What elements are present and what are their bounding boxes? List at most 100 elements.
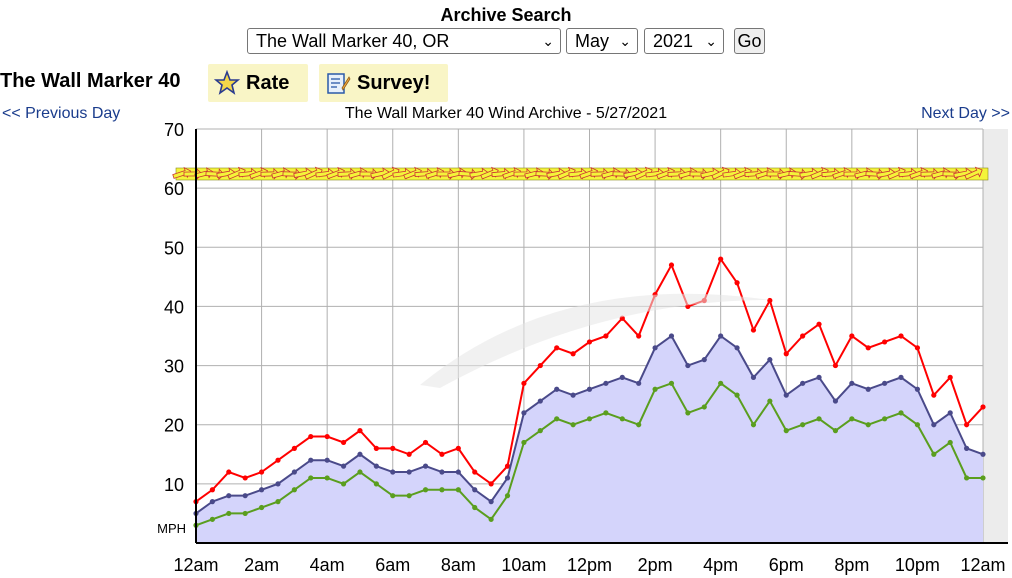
- gust-point: [668, 262, 675, 268]
- gust-point: [390, 445, 396, 451]
- average-point: [636, 380, 642, 386]
- average-point: [980, 451, 986, 457]
- lull-point: [308, 475, 314, 481]
- lull-point: [668, 380, 675, 386]
- previous-day-link[interactable]: << Previous Day: [2, 105, 121, 122]
- lull-point: [291, 487, 297, 493]
- gust-point: [324, 433, 330, 440]
- average-point: [816, 374, 822, 380]
- archive-search-title: Archive Search: [440, 5, 572, 25]
- average-point: [537, 398, 543, 404]
- lull-point: [554, 416, 560, 422]
- gust-point: [783, 351, 789, 357]
- lull-point: [226, 510, 232, 517]
- survey-button[interactable]: Survey!: [319, 64, 448, 102]
- average-point: [373, 463, 379, 469]
- y-tick-label: 60: [164, 179, 184, 199]
- gust-point: [964, 422, 970, 428]
- average-point: [832, 398, 839, 404]
- x-tick-label: 4am: [310, 555, 345, 575]
- gust-point: [898, 333, 904, 339]
- year-select-value: 2021: [653, 31, 694, 51]
- average-point: [931, 422, 937, 428]
- gust-point: [472, 469, 478, 475]
- gust-point: [914, 345, 921, 351]
- average-point: [308, 457, 314, 463]
- lull-point: [914, 422, 921, 428]
- y-tick-label: 70: [164, 120, 184, 140]
- lull-point: [521, 439, 527, 446]
- y-tick-label: 30: [164, 357, 184, 377]
- gust-point: [734, 280, 740, 286]
- gust-point: [865, 345, 871, 351]
- lull-point: [783, 428, 789, 434]
- gust-point: [521, 380, 527, 386]
- average-point: [685, 362, 691, 369]
- gust-point: [750, 327, 757, 333]
- rate-label: Rate: [246, 72, 290, 94]
- average-point: [898, 374, 904, 380]
- gust-point: [882, 339, 888, 345]
- x-tick-label: 2am: [244, 555, 279, 575]
- average-point: [619, 374, 625, 380]
- gust-point: [931, 392, 937, 398]
- x-tick-label: 4pm: [703, 555, 738, 575]
- gust-point: [242, 475, 248, 481]
- average-point: [964, 445, 970, 451]
- average-point: [800, 380, 806, 386]
- lull-point: [258, 504, 265, 511]
- lull-point: [701, 404, 707, 410]
- gust-point: [570, 351, 576, 357]
- go-button[interactable]: Go: [734, 28, 765, 54]
- average-point: [242, 493, 248, 499]
- y-axis-label: MPH: [157, 521, 186, 536]
- gust-point: [980, 404, 986, 410]
- lull-point: [439, 487, 445, 493]
- lull-point: [390, 493, 396, 499]
- lull-point: [422, 487, 429, 493]
- average-point: [882, 380, 888, 386]
- month-select[interactable]: May ⌄: [566, 28, 638, 54]
- gust-point: [586, 339, 593, 345]
- lull-point: [619, 416, 625, 422]
- future-area: [983, 129, 1008, 543]
- spot-select[interactable]: The Wall Marker 40, OR ⌄: [247, 28, 561, 54]
- average-point: [439, 469, 445, 475]
- lull-point: [504, 493, 511, 499]
- x-tick-label: 10am: [501, 555, 546, 575]
- average-point: [488, 499, 494, 505]
- archive-title: The Wall Marker 40 Wind Archive - 5/27/2…: [344, 105, 668, 122]
- y-tick-label: 50: [164, 238, 184, 258]
- gust-point: [406, 451, 412, 457]
- gust-point: [849, 333, 855, 339]
- gust-point: [537, 362, 543, 369]
- gust-point: [455, 445, 461, 451]
- average-point: [521, 410, 527, 416]
- lull-point: [767, 398, 773, 404]
- average-point: [570, 392, 576, 398]
- average-point: [668, 333, 675, 339]
- month-select-value: May: [575, 31, 610, 51]
- lull-point: [947, 439, 953, 446]
- next-day-link[interactable]: Next Day >>: [921, 105, 1010, 122]
- gust-point: [226, 469, 232, 475]
- rate-button[interactable]: Rate: [208, 64, 308, 102]
- star-icon: [214, 70, 240, 95]
- average-point: [865, 386, 871, 392]
- lull-point: [734, 392, 740, 398]
- year-select[interactable]: 2021 ⌄: [644, 28, 724, 54]
- lull-point: [800, 422, 806, 428]
- lull-point: [980, 475, 986, 481]
- gust-point: [554, 345, 560, 351]
- gust-point: [439, 451, 445, 457]
- average-point: [767, 357, 773, 363]
- gust-point: [800, 333, 806, 339]
- average-fill-area: [196, 336, 983, 543]
- lull-point: [373, 481, 379, 487]
- y-tick-label: 10: [164, 475, 184, 495]
- lull-point: [718, 380, 724, 386]
- lull-point: [357, 469, 363, 475]
- lull-point: [472, 504, 478, 511]
- lull-point: [750, 422, 757, 428]
- average-point: [734, 345, 740, 351]
